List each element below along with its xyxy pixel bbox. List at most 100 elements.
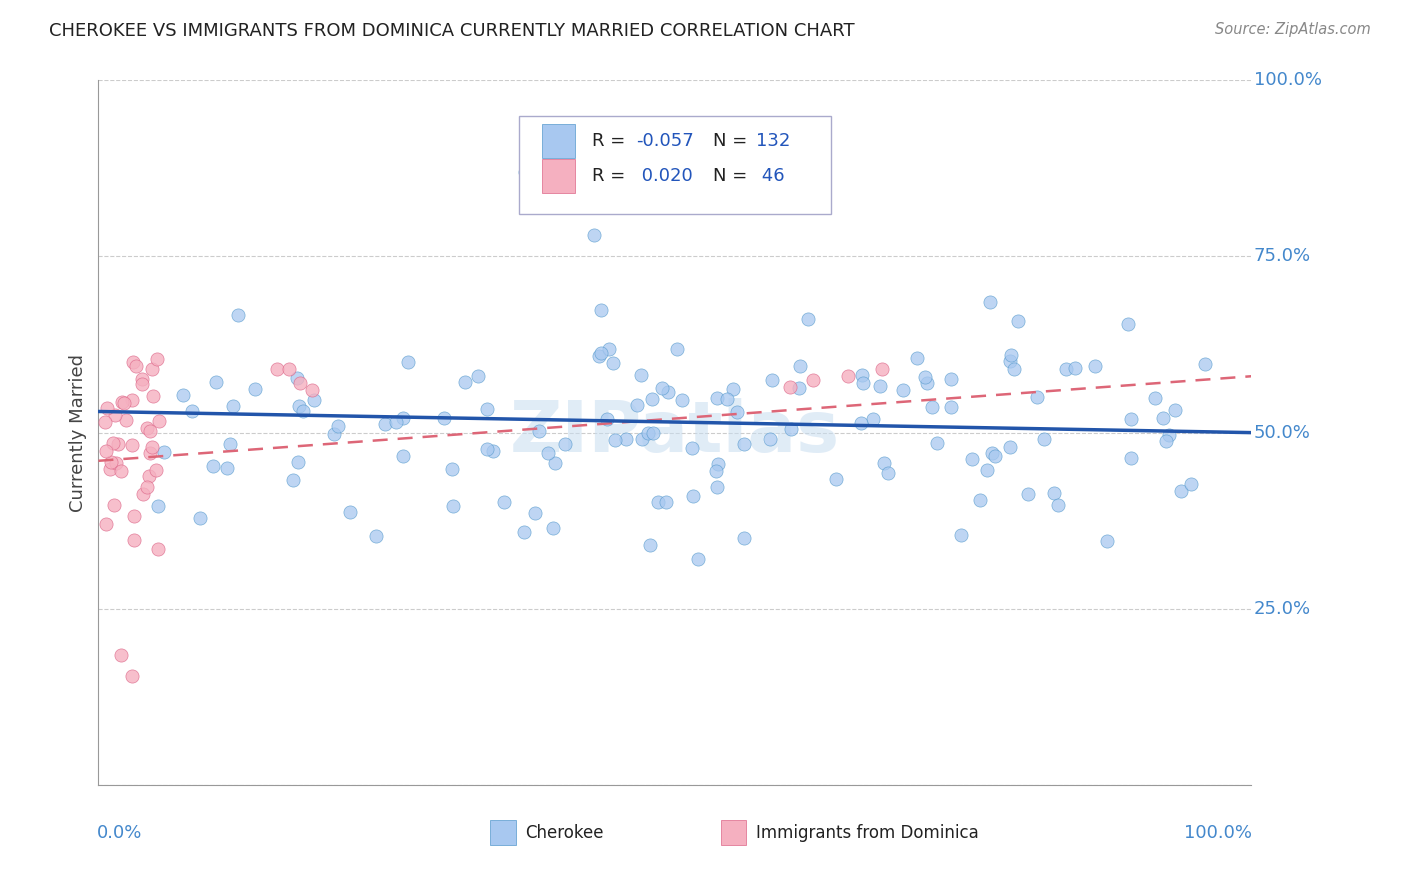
Point bbox=[837, 369, 859, 384]
Text: Immigrants from Dominica: Immigrants from Dominica bbox=[755, 823, 979, 841]
Point bbox=[733, 532, 755, 546]
Text: N =: N = bbox=[713, 167, 754, 186]
Point bbox=[288, 399, 311, 413]
Point bbox=[1064, 360, 1087, 375]
Point bbox=[544, 456, 567, 470]
Point bbox=[641, 392, 664, 406]
Point bbox=[104, 409, 127, 423]
Text: R =: R = bbox=[592, 132, 631, 150]
Point bbox=[981, 446, 1004, 460]
Point bbox=[101, 435, 124, 450]
Point bbox=[138, 469, 160, 483]
Point bbox=[665, 342, 688, 356]
Point bbox=[914, 370, 936, 384]
Point bbox=[301, 384, 323, 398]
Point bbox=[725, 405, 748, 419]
Point bbox=[984, 450, 1007, 464]
Point bbox=[779, 380, 801, 394]
Point bbox=[131, 377, 153, 392]
Point bbox=[181, 404, 204, 418]
Point bbox=[998, 353, 1021, 368]
Point bbox=[589, 302, 612, 317]
Point bbox=[139, 425, 162, 439]
Point bbox=[716, 392, 738, 406]
Point bbox=[891, 383, 914, 397]
Point bbox=[339, 505, 361, 519]
Point bbox=[492, 495, 515, 509]
Text: Source: ZipAtlas.com: Source: ZipAtlas.com bbox=[1215, 22, 1371, 37]
Point bbox=[131, 372, 153, 386]
Text: 46: 46 bbox=[755, 167, 785, 186]
Point bbox=[93, 415, 115, 429]
Point bbox=[761, 373, 783, 387]
Point bbox=[290, 376, 312, 391]
Point bbox=[121, 437, 143, 451]
Point bbox=[759, 433, 782, 447]
Point bbox=[467, 369, 489, 384]
Point bbox=[1047, 499, 1070, 513]
Point bbox=[1002, 362, 1025, 376]
Point bbox=[976, 463, 998, 477]
Point bbox=[513, 524, 536, 539]
Point bbox=[100, 455, 122, 469]
Point bbox=[589, 346, 612, 360]
Point bbox=[326, 419, 349, 434]
Point bbox=[385, 415, 408, 429]
Point bbox=[135, 480, 157, 494]
Point bbox=[877, 466, 900, 480]
Point bbox=[132, 486, 155, 500]
Point bbox=[1180, 476, 1202, 491]
Point bbox=[796, 312, 818, 326]
Point bbox=[110, 648, 132, 662]
Text: Cherokee: Cherokee bbox=[524, 823, 603, 841]
Point bbox=[949, 528, 972, 542]
Point bbox=[921, 400, 943, 414]
Point bbox=[789, 359, 811, 373]
Point bbox=[655, 495, 678, 509]
Point bbox=[322, 426, 344, 441]
Point bbox=[707, 457, 730, 471]
Point bbox=[107, 437, 129, 451]
Point bbox=[141, 440, 163, 454]
Point bbox=[1152, 411, 1174, 425]
Point bbox=[121, 393, 143, 408]
Point bbox=[1033, 432, 1056, 446]
Text: 0.020: 0.020 bbox=[636, 167, 692, 186]
Point bbox=[733, 437, 755, 451]
Bar bbox=[721, 821, 747, 845]
Point bbox=[226, 308, 249, 322]
Point bbox=[603, 434, 626, 448]
Point bbox=[1154, 434, 1177, 448]
Point bbox=[849, 416, 872, 430]
Point bbox=[141, 362, 163, 376]
Point bbox=[595, 412, 617, 426]
Point bbox=[939, 372, 962, 386]
Point bbox=[602, 356, 624, 370]
Point bbox=[285, 371, 308, 385]
Point bbox=[96, 517, 118, 532]
Point bbox=[638, 538, 661, 552]
Point bbox=[215, 461, 238, 475]
Point bbox=[588, 349, 610, 363]
Point bbox=[723, 382, 745, 396]
Point bbox=[146, 351, 169, 366]
Point bbox=[1097, 534, 1119, 549]
Point bbox=[441, 499, 464, 513]
Point bbox=[1119, 450, 1142, 465]
Point bbox=[630, 432, 652, 446]
Point bbox=[780, 422, 803, 436]
Point bbox=[1143, 391, 1166, 405]
Point bbox=[392, 410, 415, 425]
Point bbox=[787, 381, 810, 395]
Text: 0.0%: 0.0% bbox=[97, 823, 142, 842]
Point bbox=[94, 444, 117, 458]
Point bbox=[979, 294, 1001, 309]
Point bbox=[1159, 428, 1181, 442]
Point bbox=[1170, 484, 1192, 499]
Text: 75.0%: 75.0% bbox=[1254, 247, 1310, 266]
Point bbox=[392, 449, 415, 463]
Point bbox=[112, 395, 135, 409]
Point bbox=[671, 392, 693, 407]
Point bbox=[287, 455, 309, 469]
Point bbox=[477, 401, 499, 416]
